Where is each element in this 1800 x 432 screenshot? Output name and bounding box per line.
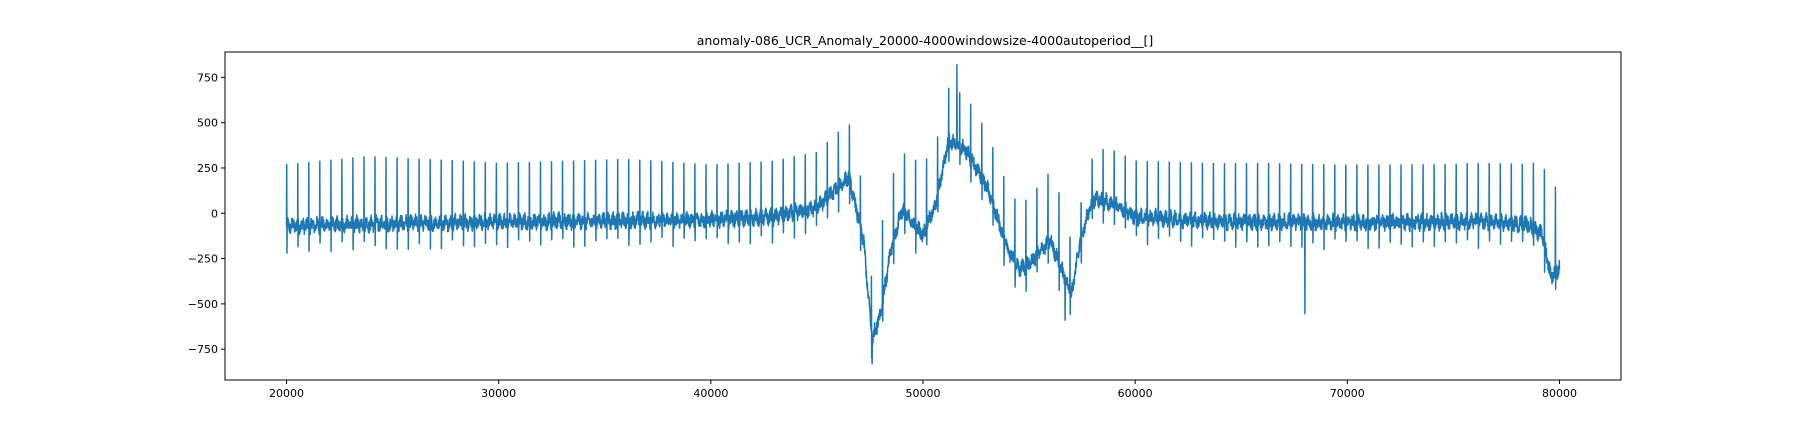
- y-tick-label: 0: [211, 207, 218, 220]
- y-tick-label: 500: [197, 117, 218, 130]
- plot-area: [285, 63, 1561, 365]
- y-tick-label: 750: [197, 71, 218, 84]
- x-tick-label: 60000: [1118, 387, 1153, 400]
- y-tick-label: −250: [188, 253, 218, 266]
- y-tick-label: −750: [188, 343, 218, 356]
- x-tick-label: 50000: [906, 387, 941, 400]
- y-tick-label: −500: [188, 298, 218, 311]
- chart-title: anomaly-086_UCR_Anomaly_20000-4000window…: [697, 33, 1154, 48]
- x-tick-label: 70000: [1330, 387, 1365, 400]
- plot-frame: [224, 51, 1622, 381]
- y-axis: −750 −500 −250 0 250 500 750: [188, 71, 225, 356]
- y-tick-label: 250: [197, 162, 218, 175]
- x-tick-label: 30000: [481, 387, 516, 400]
- x-tick-label: 80000: [1542, 387, 1577, 400]
- x-tick-label: 40000: [693, 387, 728, 400]
- x-tick-label: 20000: [269, 387, 304, 400]
- x-axis: 20000 30000 40000 50000 60000 70000 80000: [269, 380, 1577, 400]
- series-line: [285, 63, 1561, 365]
